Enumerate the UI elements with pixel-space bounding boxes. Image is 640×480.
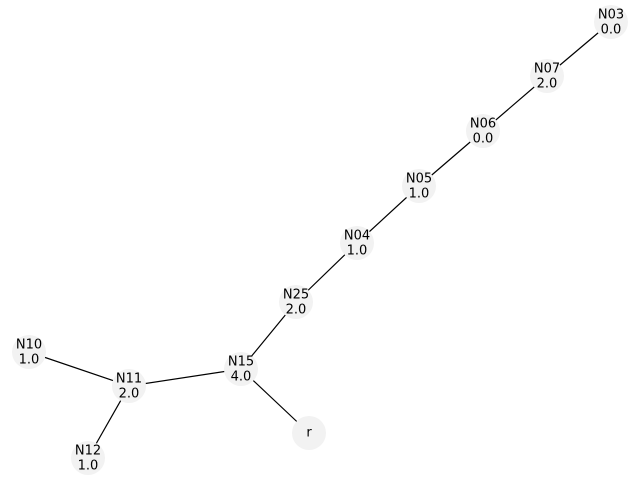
node-circle [402,169,436,203]
node-value-label: 1.0 [409,187,430,202]
node-value-label: 1.0 [347,244,368,259]
node-value-label: 4.0 [231,370,252,385]
node-value-label: 2.0 [119,387,140,402]
node-circle [340,226,374,260]
node-id-label: N15 [228,355,254,370]
node-value-label: 2.0 [286,303,307,318]
node-circle [594,5,628,39]
node-r: r [292,416,326,450]
node-id-label: N03 [598,8,624,23]
node-circle [12,335,46,369]
node-circle [279,285,313,319]
node-circle [71,441,105,475]
node-id-label: N11 [116,372,142,387]
node-circle [224,352,258,386]
node-id-label: r [306,426,312,441]
node-circle [466,114,500,148]
edge-n15-n11 [128,368,242,387]
node-circle [112,369,146,403]
node-value-label: 2.0 [537,77,558,92]
node-id-label: N10 [16,338,42,353]
node-value-label: 0.0 [601,23,622,38]
node-id-label: N12 [75,444,101,459]
node-value-label: 1.0 [19,353,40,368]
node-circle [530,59,564,93]
nodes-layer: N030.0N072.0N060.0N051.0N041.0N252.0N154… [12,5,628,475]
node-id-label: N06 [470,117,496,132]
node-id-label: N25 [283,288,309,303]
node-id-label: N04 [344,229,370,244]
node-value-label: 0.0 [473,132,494,147]
node-value-label: 1.0 [78,459,99,474]
node-circle [292,416,326,450]
node-id-label: N07 [534,62,560,77]
node-id-label: N05 [406,172,432,187]
edge-n11-n10 [28,351,130,387]
